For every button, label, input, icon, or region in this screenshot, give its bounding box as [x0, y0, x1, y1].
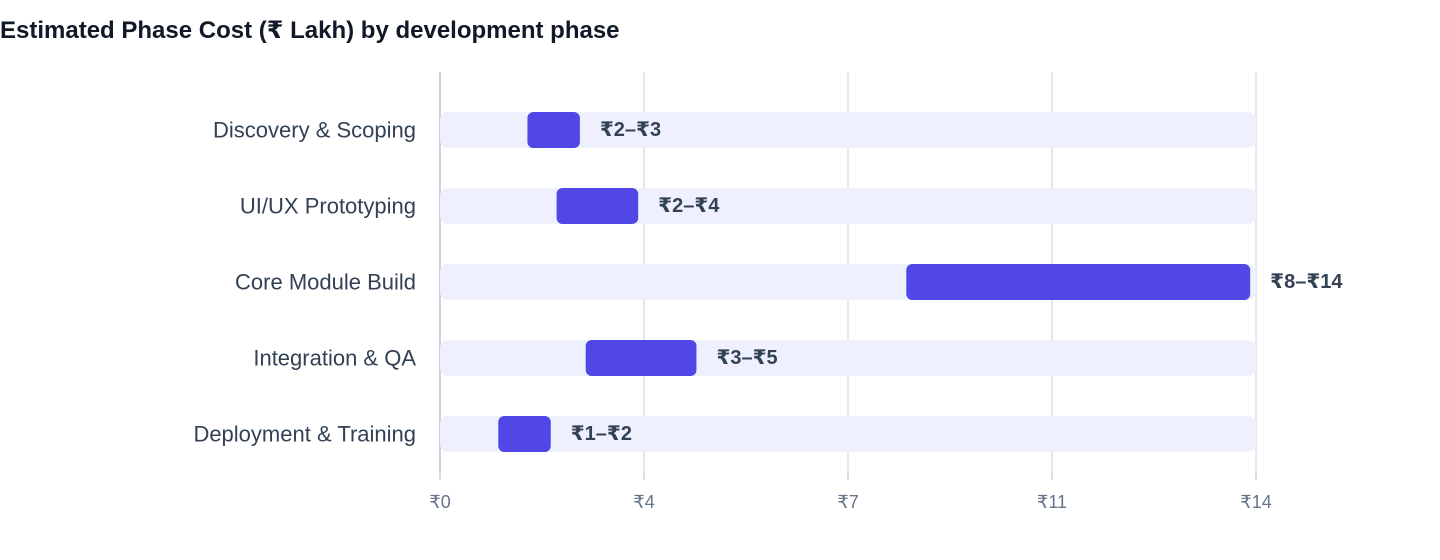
data-label: ₹2–₹3	[600, 119, 661, 141]
range-bar	[498, 416, 551, 452]
bar-track	[440, 340, 1256, 376]
category-label: UI/UX Prototyping	[240, 194, 416, 219]
bar-track	[440, 188, 1256, 224]
category-label: Core Module Build	[235, 270, 416, 295]
x-tick-label: ₹7	[837, 492, 858, 512]
range-bar	[906, 264, 1251, 300]
track-layer	[440, 112, 1256, 452]
category-label: Deployment & Training	[193, 422, 416, 447]
x-tick-label: ₹11	[1037, 492, 1067, 512]
label-layer: ₹0 ₹4 ₹7 ₹11 ₹14 Discovery & Scoping ₹2–₹3 UI/U…	[193, 118, 1343, 513]
data-label: ₹3–₹5	[716, 347, 777, 369]
x-tick-label: ₹0	[429, 492, 450, 512]
bar-layer	[498, 112, 1251, 452]
category-label: Discovery & Scoping	[213, 118, 416, 143]
bar-track	[440, 112, 1256, 148]
category-label: Integration & QA	[253, 346, 416, 371]
data-label: ₹2–₹4	[658, 195, 720, 217]
range-bar	[527, 112, 580, 148]
range-bar	[556, 188, 639, 224]
x-tick-label: ₹14	[1240, 492, 1271, 512]
x-tick-label: ₹4	[633, 492, 654, 512]
data-label: ₹1–₹2	[571, 423, 632, 445]
chart-title: Estimated Phase Cost (₹ Lakh) by develop…	[0, 17, 620, 44]
bar-track	[440, 416, 1256, 452]
range-bar	[585, 340, 697, 376]
data-label: ₹8–₹14	[1270, 271, 1343, 293]
